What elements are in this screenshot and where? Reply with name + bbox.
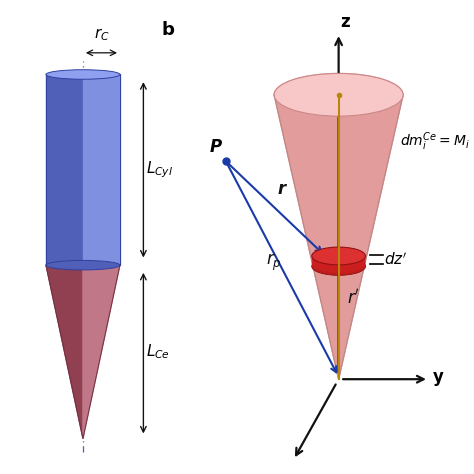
Text: $r_C$: $r_C$ bbox=[93, 27, 109, 43]
Polygon shape bbox=[46, 74, 83, 265]
Ellipse shape bbox=[312, 256, 365, 274]
Polygon shape bbox=[83, 265, 120, 438]
Ellipse shape bbox=[312, 253, 365, 271]
Text: $\mathbf{y}$: $\mathbf{y}$ bbox=[432, 370, 445, 388]
Polygon shape bbox=[83, 74, 120, 265]
Ellipse shape bbox=[312, 252, 365, 269]
Text: $L_{Ce}$: $L_{Ce}$ bbox=[146, 343, 170, 361]
Text: $\mathbf{x}$: $\mathbf{x}$ bbox=[287, 472, 300, 474]
Polygon shape bbox=[274, 73, 403, 379]
Ellipse shape bbox=[274, 73, 403, 116]
Text: $dz'$: $dz'$ bbox=[384, 251, 407, 268]
Ellipse shape bbox=[312, 257, 365, 275]
Text: $\boldsymbol{r}$: $\boldsymbol{r}$ bbox=[277, 180, 288, 198]
Ellipse shape bbox=[46, 70, 120, 79]
Text: $\mathbf{z}$: $\mathbf{z}$ bbox=[340, 13, 351, 31]
Text: $dm_i^{Ce} = M_i$: $dm_i^{Ce} = M_i$ bbox=[400, 131, 470, 154]
Ellipse shape bbox=[312, 247, 365, 265]
Polygon shape bbox=[46, 265, 83, 438]
Polygon shape bbox=[274, 95, 403, 379]
Text: $\boldsymbol{r_p}$: $\boldsymbol{r_p}$ bbox=[266, 252, 282, 273]
Text: $\boldsymbol{P}$: $\boldsymbol{P}$ bbox=[209, 138, 223, 156]
Ellipse shape bbox=[312, 257, 365, 275]
Ellipse shape bbox=[312, 255, 365, 272]
Text: $L_{Cyl}$: $L_{Cyl}$ bbox=[146, 160, 173, 180]
Text: $\mathbf{b}$: $\mathbf{b}$ bbox=[161, 21, 175, 39]
Text: $\boldsymbol{r'}$: $\boldsymbol{r'}$ bbox=[346, 288, 360, 307]
Ellipse shape bbox=[312, 250, 365, 268]
Ellipse shape bbox=[46, 260, 120, 270]
Ellipse shape bbox=[312, 248, 365, 266]
Ellipse shape bbox=[312, 247, 365, 265]
